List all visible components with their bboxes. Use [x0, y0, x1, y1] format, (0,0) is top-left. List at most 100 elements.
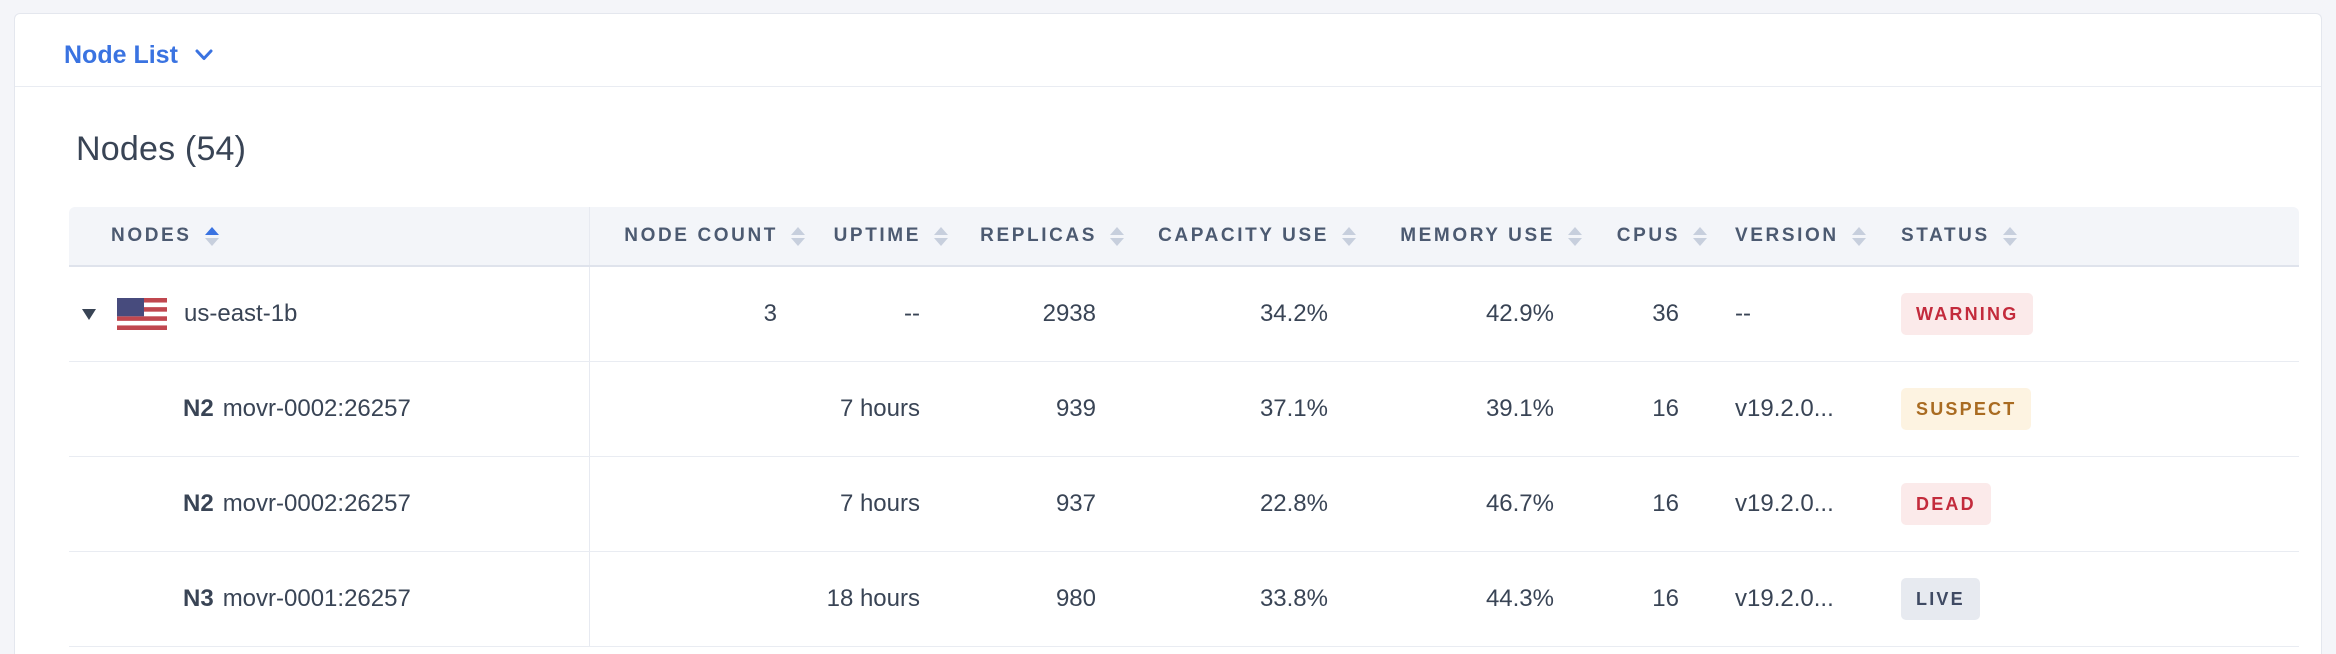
column-header-cpus[interactable]: CPUS [1596, 207, 1721, 265]
sort-down-icon [1110, 237, 1124, 246]
column-header-node-count[interactable]: NODE COUNT [590, 207, 819, 265]
column-header-label-capacity-use: CAPACITY USE [1158, 225, 1329, 246]
cell-memory-use: 42.9% [1485, 300, 1554, 327]
cell-memory-use: 44.3% [1485, 585, 1554, 612]
column-header-label-cpus: CPUS [1616, 225, 1680, 246]
sort-up-icon [791, 226, 805, 235]
table-header-row: NODES NODE COUNT UPTIME REPLICAS CAPACITY US… [69, 207, 2299, 267]
page-title: Nodes (54) [76, 130, 247, 168]
sort-up-icon [934, 226, 948, 235]
node-row[interactable]: N2 movr-0002:26257 7 hours 939 37.1% 39.1% 16 v… [69, 362, 2299, 457]
cell-replicas: 939 [1055, 395, 1096, 422]
nodes-table: NODES NODE COUNT UPTIME REPLICAS CAPACITY US… [69, 207, 2299, 647]
node-address: movr-0001:26257 [222, 585, 411, 612]
sort-arrows-icon [1693, 226, 1707, 246]
sort-arrows-icon [1342, 226, 1356, 246]
cell-nodes: N2 movr-0002:26257 [69, 362, 590, 456]
cell-replicas: 980 [1055, 585, 1096, 612]
sort-down-icon [1568, 237, 1582, 246]
cell-cpus: 36 [1652, 300, 1679, 327]
cell-uptime: 7 hours [839, 490, 920, 517]
cell-uptime: 18 hours [826, 585, 920, 612]
cell-status: WARNING [1887, 267, 2299, 361]
cell-version: -- [1735, 300, 1751, 327]
caret-down-icon[interactable] [82, 308, 96, 320]
column-header-label-uptime: UPTIME [833, 225, 921, 246]
sort-up-icon [1568, 226, 1582, 235]
cell-version: v19.2.0... [1735, 490, 1834, 517]
sort-arrows-icon [1851, 226, 1866, 246]
column-header-uptime[interactable]: UPTIME [819, 207, 962, 265]
cell-nodes: us-east-1b [69, 267, 590, 361]
sort-down-icon [934, 237, 948, 246]
column-header-label-memory-use: MEMORY USE [1400, 225, 1555, 246]
sort-arrows-icon [1110, 226, 1124, 246]
node-address: movr-0002:26257 [222, 490, 411, 517]
column-header-version[interactable]: VERSION [1721, 207, 1887, 265]
cell-replicas: 2938 [1042, 300, 1096, 327]
sort-arrows-icon [2002, 226, 2017, 246]
node-id: N2 [183, 395, 214, 422]
cell-nodes: N3 movr-0001:26257 [69, 552, 590, 646]
cell-status: LIVE [1887, 552, 2299, 646]
status-badge: LIVE [1901, 578, 1980, 620]
region-name: us-east-1b [184, 300, 298, 327]
sort-arrows-icon [791, 226, 805, 246]
sort-down-icon [1693, 237, 1707, 246]
cell-node-count [590, 362, 819, 456]
top-navbar: Node List [15, 14, 2321, 87]
cell-version: v19.2.0... [1735, 585, 1834, 612]
sort-down-icon [2002, 237, 2017, 246]
column-header-label-node-count: NODE COUNT [624, 225, 778, 246]
sort-down-icon [1342, 237, 1356, 246]
column-header-capacity-use[interactable]: CAPACITY USE [1138, 207, 1370, 265]
status-badge: SUSPECT [1901, 388, 2032, 430]
cell-memory-use: 39.1% [1485, 395, 1554, 422]
node-list-dropdown[interactable]: Node List [64, 41, 213, 70]
us-flag-icon [117, 298, 167, 330]
sort-down-icon [204, 237, 219, 246]
region-row[interactable]: us-east-1b 3 -- 2938 34.2% 42.9% 36 -- WARNING [69, 267, 2299, 362]
column-header-replicas[interactable]: REPLICAS [962, 207, 1138, 265]
table-body: us-east-1b 3 -- 2938 34.2% 42.9% 36 -- WARNING N2… [69, 267, 2299, 647]
status-badge: DEAD [1901, 483, 1991, 525]
status-badge: WARNING [1901, 293, 2034, 335]
cell-status: DEAD [1887, 457, 2299, 551]
cell-capacity-use: 37.1% [1259, 395, 1328, 422]
cell-cpus: 16 [1652, 490, 1679, 517]
chevron-down-icon [195, 49, 213, 60]
cell-replicas: 937 [1055, 490, 1096, 517]
cell-version: v19.2.0... [1735, 395, 1834, 422]
node-id: N2 [183, 490, 214, 517]
sort-up-icon [1342, 226, 1356, 235]
column-header-nodes[interactable]: NODES [69, 207, 590, 265]
sort-down-icon [1851, 237, 1866, 246]
sort-arrows-icon [204, 226, 219, 246]
column-header-label-version: VERSION [1735, 225, 1839, 246]
sort-arrows-icon [934, 226, 948, 246]
cell-uptime: 7 hours [839, 395, 920, 422]
cell-memory-use: 46.7% [1485, 490, 1554, 517]
sort-up-icon [1693, 226, 1707, 235]
column-header-label-nodes: NODES [111, 225, 192, 246]
node-list-dropdown-label: Node List [64, 40, 178, 69]
sort-up-icon [1110, 226, 1124, 235]
sort-up-icon [1851, 226, 1866, 235]
column-header-memory-use[interactable]: MEMORY USE [1370, 207, 1596, 265]
cell-cpus: 16 [1652, 585, 1679, 612]
cell-capacity-use: 34.2% [1259, 300, 1328, 327]
cell-status: SUSPECT [1887, 362, 2299, 456]
cell-node-count: 3 [763, 300, 777, 327]
node-row[interactable]: N3 movr-0001:26257 18 hours 980 33.8% 44.3% 16… [69, 552, 2299, 647]
sort-down-icon [791, 237, 805, 246]
sort-up-icon [2002, 226, 2017, 235]
node-address: movr-0002:26257 [222, 395, 411, 422]
cell-node-count [590, 457, 819, 551]
sort-arrows-icon [1568, 226, 1582, 246]
column-header-label-replicas: REPLICAS [980, 225, 1097, 246]
cell-uptime: -- [904, 300, 920, 327]
column-header-status[interactable]: STATUS [1887, 207, 2299, 265]
node-row[interactable]: N2 movr-0002:26257 7 hours 937 22.8% 46.7% 16 v… [69, 457, 2299, 552]
sort-up-icon [204, 226, 219, 235]
